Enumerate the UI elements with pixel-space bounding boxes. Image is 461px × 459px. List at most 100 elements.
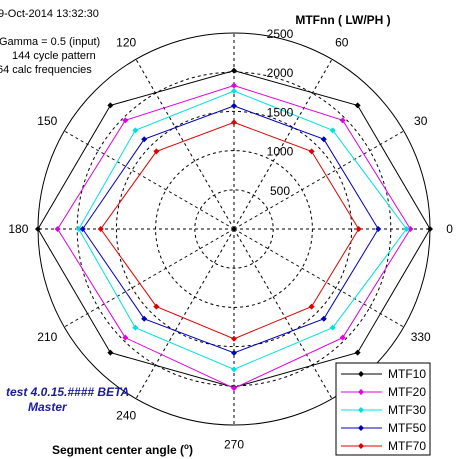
gamma-text: Gamma = 0.5 (input) <box>0 36 100 48</box>
timestamp-text: 9-Oct-2014 13:32:30 <box>0 8 99 20</box>
angular-grid-line <box>64 130 235 230</box>
series-mtf70 <box>97 119 362 342</box>
angular-grid-line <box>233 228 404 328</box>
angle-tick-label: 150 <box>37 114 57 128</box>
legend-label: MTF70 <box>388 439 426 453</box>
tick-labels: 0 30 60 120 150 180 210 240 270 330 500 1000 1500 200… <box>8 27 453 452</box>
data-point <box>231 88 237 95</box>
data-point <box>329 127 336 134</box>
x-axis-label: Segment center angle (o) <box>52 442 193 457</box>
legend-label: MTF50 <box>388 421 426 435</box>
angle-tick-label: 240 <box>116 409 136 423</box>
legend-item: MTF20 <box>341 385 426 399</box>
angular-grid-line <box>64 228 235 328</box>
legend-marker <box>358 443 364 449</box>
data-point <box>308 303 315 310</box>
data-point <box>231 385 237 392</box>
series-mtf10 <box>35 67 433 391</box>
data-point <box>35 226 41 232</box>
data-point <box>141 315 148 322</box>
data-point <box>132 324 139 331</box>
data-point <box>329 324 336 331</box>
data-point <box>339 117 346 124</box>
data-point <box>153 303 160 310</box>
data-point <box>320 136 327 143</box>
chart-title: MTFnn ( LW/PH ) <box>295 13 390 27</box>
legend-marker <box>358 389 364 395</box>
radial-tick-label: 2000 <box>267 66 294 80</box>
header-info: 9-Oct-2014 13:32:30 Gamma = 0.5 (input) … <box>0 8 100 76</box>
angular-grid-line <box>233 228 333 399</box>
data-point <box>339 334 346 341</box>
legend-label: MTF10 <box>388 367 426 381</box>
data-point <box>231 119 237 126</box>
data-point <box>231 67 237 74</box>
angle-tick-label: 120 <box>116 35 136 49</box>
angle-tick-label: 330 <box>411 330 431 344</box>
angle-tick-label: 210 <box>37 330 57 344</box>
data-point <box>354 102 361 109</box>
series-mtf20 <box>54 82 414 392</box>
legend: MTF10 MTF20 MTF30 MTF50 MTF70 <box>335 362 431 456</box>
version-info: test 4.0.15.#### BETA Master <box>6 385 129 414</box>
version-branch-text: Master <box>28 400 68 414</box>
angular-grid-line <box>135 228 235 399</box>
data-point <box>231 82 237 89</box>
data-point <box>407 226 414 232</box>
series-mtf50 <box>79 102 382 356</box>
pattern-text: 144 cycle pattern <box>12 50 96 62</box>
data-point <box>132 127 139 134</box>
data-point <box>75 226 82 232</box>
data-point <box>354 349 361 356</box>
data-point <box>107 102 114 109</box>
version-text: test 4.0.15.#### BETA <box>6 385 129 399</box>
angle-tick-label: 60 <box>335 35 349 49</box>
legend-label: MTF30 <box>388 403 426 417</box>
legend-marker <box>358 425 364 431</box>
angular-grid-line <box>135 59 235 230</box>
series-group <box>35 67 433 392</box>
data-point <box>231 349 237 356</box>
calc-frequencies-text: 64 calc frequencies <box>0 64 92 76</box>
legend-box <box>335 362 431 456</box>
data-point <box>107 349 114 356</box>
data-point <box>231 335 237 342</box>
legend-marker <box>358 371 364 377</box>
radial-tick-label: 1000 <box>267 145 294 159</box>
series-mtf30 <box>75 88 410 373</box>
data-point <box>231 366 237 373</box>
radial-tick-label: 2500 <box>267 27 294 41</box>
data-point <box>231 102 237 109</box>
data-point <box>122 334 129 341</box>
angular-grid-line <box>233 130 404 230</box>
legend-item: MTF30 <box>341 403 426 417</box>
legend-item: MTF50 <box>341 421 426 435</box>
legend-item: MTF70 <box>341 439 426 453</box>
radial-grid-ring <box>194 189 274 269</box>
polar-grid <box>37 32 431 426</box>
data-point <box>427 226 433 232</box>
data-point <box>141 136 148 143</box>
angle-tick-label: 180 <box>8 222 28 236</box>
data-point <box>122 117 129 124</box>
data-point <box>375 226 382 232</box>
angle-tick-label: 0 <box>446 222 453 236</box>
data-point <box>320 315 327 322</box>
data-point <box>79 226 86 232</box>
data-point <box>355 226 362 232</box>
legend-marker <box>358 407 364 413</box>
radial-tick-label: 500 <box>270 184 290 198</box>
data-point <box>308 148 315 155</box>
angular-grid-line <box>233 59 333 230</box>
data-point <box>153 148 160 155</box>
legend-label: MTF20 <box>388 385 426 399</box>
angle-tick-label: 270 <box>224 438 244 452</box>
data-point <box>54 226 61 232</box>
data-point <box>97 226 104 232</box>
radial-tick-label: 1500 <box>267 105 294 119</box>
angle-tick-label: 30 <box>414 114 428 128</box>
data-point <box>403 226 410 232</box>
radial-grid-ring <box>115 110 353 348</box>
legend-item: MTF10 <box>341 367 426 381</box>
